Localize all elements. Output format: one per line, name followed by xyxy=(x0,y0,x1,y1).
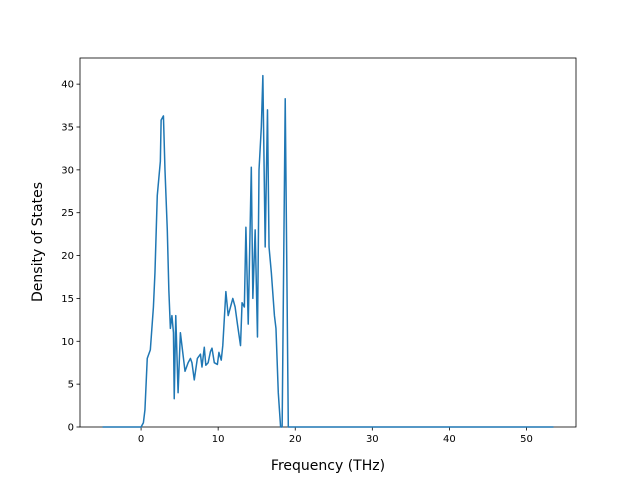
y-tick-label: 15 xyxy=(61,294,74,305)
x-tick-label: 50 xyxy=(520,434,533,445)
x-tick-label: 30 xyxy=(366,434,379,445)
x-tick-label: 20 xyxy=(289,434,302,445)
y-tick-label: 30 xyxy=(61,165,74,176)
x-tick-label: 10 xyxy=(212,434,225,445)
x-axis-label: Frequency (THz) xyxy=(271,458,385,474)
y-tick-label: 40 xyxy=(61,80,74,91)
x-tick-label: 40 xyxy=(443,434,456,445)
y-tick-label: 20 xyxy=(61,251,74,262)
y-axis-label: Density of States xyxy=(30,182,46,302)
y-tick-label: 5 xyxy=(68,380,74,391)
plot-frame xyxy=(79,57,577,428)
x-tick-label: 0 xyxy=(138,434,144,445)
y-tick-label: 10 xyxy=(61,337,74,348)
y-tick-label: 0 xyxy=(68,423,74,434)
y-tick-label: 35 xyxy=(61,123,74,134)
y-tick-label: 25 xyxy=(61,208,74,219)
line xyxy=(102,74,554,428)
